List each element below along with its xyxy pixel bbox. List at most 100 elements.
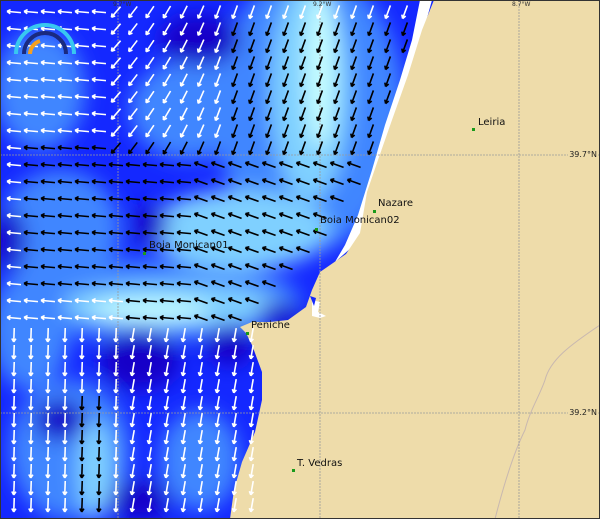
wave-arrow [244,280,259,288]
wave-arrow [214,378,221,394]
wave-arrow [176,212,192,219]
wave-arrow [299,39,307,54]
wave-arrow [62,361,68,377]
wave-arrow [79,412,85,428]
wave-arrow [74,144,90,151]
wave-arrow [11,378,17,394]
wave-arrow [23,144,39,151]
wave-arrow [244,178,259,186]
wave-arrow [295,161,310,169]
wave-arrow [163,429,170,445]
wave-arrow [384,73,392,88]
wave-arrow [179,56,188,70]
wave-arrow [244,195,259,203]
place-marker[interactable] [246,332,249,335]
wave-arrow [57,59,73,66]
wave-arrow [193,229,208,237]
lon-tick-label: 8.7°W [512,1,531,8]
wave-arrow [197,378,204,394]
buoy-marker[interactable] [143,252,146,255]
wave-arrow [113,429,119,445]
gauge-arc-logo [14,23,76,55]
wave-arrow [316,107,324,122]
wave-arrow [129,378,136,394]
wave-arrow [261,195,276,203]
wave-arrow [57,297,73,304]
wave-arrow [146,395,153,411]
wave-arrow [62,429,68,445]
wave-arrow [62,395,68,411]
place-marker[interactable] [373,210,376,213]
wave-arrow [227,229,242,237]
place-marker[interactable] [472,128,475,131]
wave-arrow [45,361,51,377]
wave-arrow [40,110,56,117]
wave-arrow [110,91,122,104]
wave-arrow [96,378,102,394]
wave-arrow [214,361,221,377]
wave-arrow [193,297,208,305]
wave-arrow [180,463,187,479]
wave-arrow [401,22,409,37]
wave-arrow [248,90,256,105]
wave-arrow [384,56,392,71]
wave-arrow [248,446,255,462]
wave-arrow [214,5,222,20]
wave-arrow [227,297,242,305]
wave-arrow [74,297,90,304]
wave-arrow [6,280,22,287]
wave-arrow [248,5,256,20]
wave-arrow [299,124,307,139]
wave-arrow [96,497,102,513]
wave-arrow [193,178,208,186]
wave-arrow [214,107,222,122]
wave-arrow [40,212,56,219]
wave-arrow [127,56,138,70]
wave-arrow [299,73,307,88]
wave-arrow [244,246,259,254]
wave-arrow [367,124,375,139]
wave-arrow [129,497,136,513]
wave-arrow [162,107,172,121]
wave-arrow [193,263,208,271]
wave-arrow [265,22,273,37]
wave-arrow [28,344,34,360]
wave-arrow [129,395,136,411]
wave-arrow [265,73,273,88]
wave-arrow [40,297,56,304]
wave-arrow [127,39,138,53]
wave-arrow [127,124,138,138]
wave-arrow [57,144,73,151]
wave-arrow [45,395,51,411]
wave-arrow [57,127,73,134]
wave-arrow [282,124,290,139]
wave-arrow [145,141,155,155]
wave-arrow [248,497,255,513]
wave-arrow [108,178,124,185]
wave-arrow [312,212,327,220]
wave-arrow [113,378,119,394]
wave-arrow [159,314,175,321]
wave-arrow [163,395,170,411]
wave-arrow [193,280,208,288]
wave-arrow [6,229,22,236]
place-marker[interactable] [292,469,295,472]
wave-arrow [57,229,73,236]
wave-arrow [40,280,56,287]
wave-arrow [110,142,122,155]
wave-arrow [163,327,170,343]
wave-arrow [179,5,188,19]
wave-arrow [96,429,102,445]
wave-arrow [227,314,242,322]
wave-arrow [214,327,221,343]
wave-arrow [23,178,39,185]
wave-arrow [40,195,56,202]
place-label-leiria: Leiria [478,117,506,128]
wave-arrow [74,280,90,287]
wave-arrow [248,73,256,88]
wave-arrow [231,327,238,343]
wave-arrow [214,480,221,496]
buoy-marker[interactable] [315,228,318,231]
wave-arrow [367,90,375,105]
